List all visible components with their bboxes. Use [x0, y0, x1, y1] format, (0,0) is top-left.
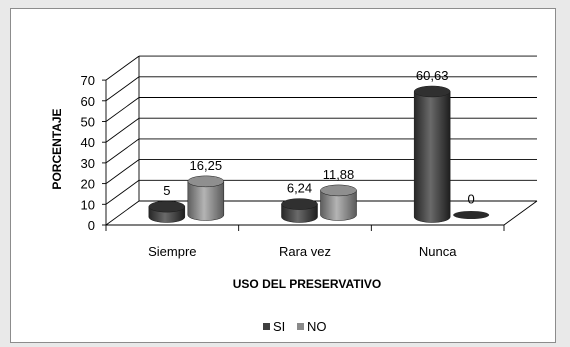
category-label: Siempre [148, 244, 196, 259]
y-tick-label: 10 [81, 197, 95, 212]
category-label: Rara vez [279, 244, 331, 259]
bar-top [453, 211, 490, 219]
bar [413, 85, 451, 223]
y-tick-label: 50 [81, 115, 95, 130]
gridline-wall [105, 97, 140, 122]
bars [148, 85, 490, 223]
bar [453, 211, 490, 219]
x-axis-title: USO DEL PRESERVATIVO [233, 277, 381, 291]
data-label: 60,63 [416, 68, 449, 83]
bar-chart: 0 10 20 30 40 50 60 70 Siempre Rara vez Nunca 5 16,… [50, 55, 538, 334]
data-label: 6,24 [287, 181, 312, 196]
bar-body [413, 91, 451, 223]
category-label: Nunca [419, 244, 457, 259]
legend-label-si: SI [273, 319, 285, 334]
bar [281, 198, 318, 223]
bar [148, 200, 186, 223]
bar [320, 184, 357, 221]
gridline-wall [105, 179, 140, 205]
y-tick-label: 20 [81, 177, 95, 192]
data-label: 5 [163, 183, 170, 198]
bar-top [413, 85, 451, 98]
labels: 5 16,25 6,24 11,88 60,63 0 [163, 68, 475, 207]
data-label: 11,88 [323, 167, 355, 182]
gridline-wall [105, 138, 140, 164]
y-tick-label: 60 [81, 94, 95, 109]
bar-body [187, 181, 225, 221]
bar-body [320, 190, 357, 221]
legend-label-no: NO [307, 319, 327, 334]
data-label: 16,25 [190, 158, 223, 173]
bar-top [187, 175, 225, 188]
gridline-wall [105, 159, 140, 184]
bar [187, 175, 225, 221]
data-label: 0 [468, 192, 475, 207]
y-tick-label: 30 [81, 156, 95, 171]
gridline-wall [105, 55, 140, 81]
legend-swatch-no [297, 323, 304, 330]
gridline-wall [105, 200, 140, 226]
bar-top [281, 198, 318, 210]
legend: SI NO [263, 319, 327, 334]
chart-frame: 0 10 20 30 40 50 60 70 Siempre Rara vez Nunca 5 16,… [10, 8, 556, 343]
bar-top [320, 184, 357, 197]
y-axis-title: PORCENTAJE [50, 108, 64, 189]
bar-top [148, 200, 186, 213]
gridline-wall [105, 117, 140, 143]
gridline-wall [105, 76, 140, 102]
y-tick-label: 0 [88, 218, 95, 233]
y-tick-label: 70 [81, 73, 95, 88]
legend-swatch-si [263, 323, 270, 330]
y-tick-label: 40 [81, 135, 95, 150]
